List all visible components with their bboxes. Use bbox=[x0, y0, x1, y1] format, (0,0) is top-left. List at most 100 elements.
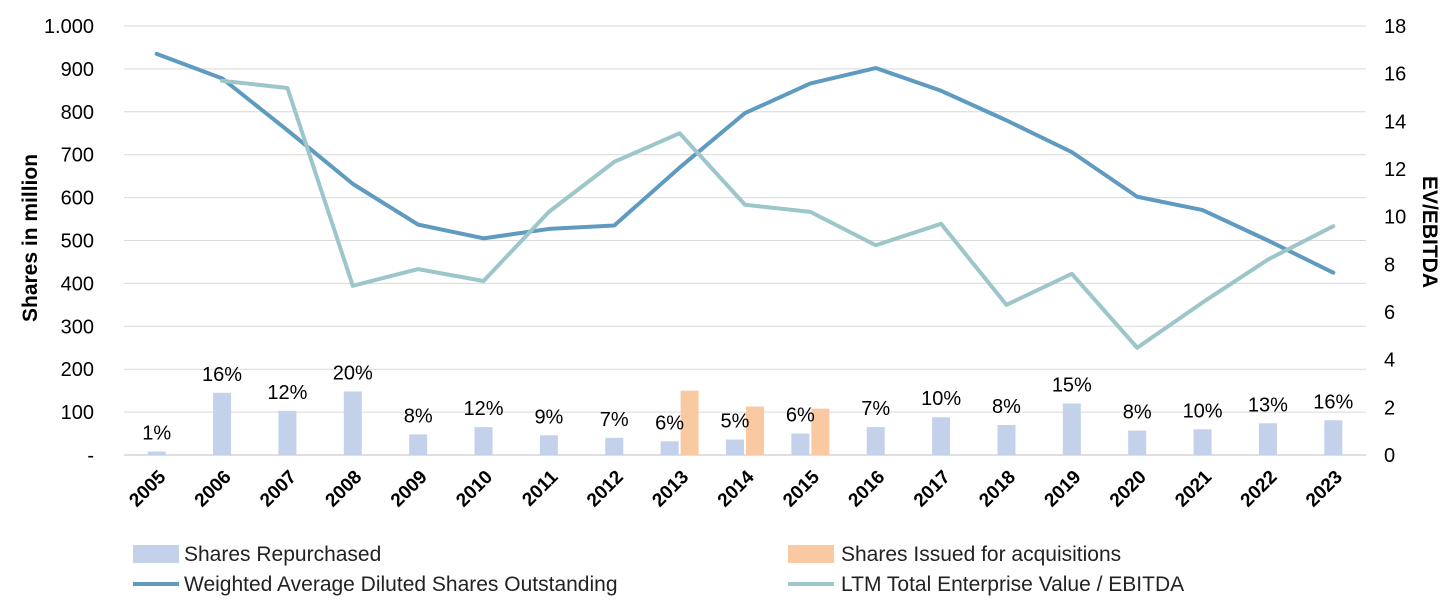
x-tick-label: 2017 bbox=[910, 467, 955, 512]
line-ev-ebitda bbox=[220, 78, 1336, 350]
left-tick-label: 300 bbox=[61, 316, 94, 338]
x-tick-label: 2022 bbox=[1237, 467, 1282, 512]
bar-shares-repurchased bbox=[474, 427, 493, 455]
x-tick-label: 2014 bbox=[714, 466, 759, 511]
bar-shares-repurchased bbox=[1128, 430, 1147, 455]
x-tick-label: 2010 bbox=[452, 467, 497, 512]
bar-shares-repurchased bbox=[605, 437, 624, 455]
legend-swatch-shares-issued bbox=[788, 545, 834, 563]
bar-shares-repurchased bbox=[932, 417, 951, 455]
left-tick-label: - bbox=[87, 445, 94, 467]
line-weighted-average-diluted-shares bbox=[154, 51, 1336, 275]
bar-shares-repurchased bbox=[278, 410, 297, 455]
bar-shares-repurchased bbox=[409, 434, 428, 455]
bar-data-label: 9% bbox=[534, 406, 563, 428]
bar-shares-repurchased bbox=[147, 451, 166, 455]
x-tick-label: 2005 bbox=[125, 466, 170, 511]
bar-data-label: 8% bbox=[1123, 402, 1152, 424]
x-tick-label: 2016 bbox=[845, 467, 890, 512]
right-tick-label: 18 bbox=[1384, 16, 1406, 38]
bar-shares-repurchased bbox=[343, 391, 362, 455]
right-tick-label: 4 bbox=[1384, 350, 1395, 372]
x-tick-label: 2008 bbox=[322, 467, 367, 512]
gridlines bbox=[124, 25, 1366, 456]
x-tick-label: 2018 bbox=[975, 467, 1020, 512]
bar-data-label: 6% bbox=[655, 412, 684, 434]
bar-data-label: 20% bbox=[333, 363, 373, 385]
x-tick-label: 2012 bbox=[583, 467, 628, 512]
right-tick-label: 12 bbox=[1384, 159, 1406, 181]
x-tick-label: 2015 bbox=[779, 466, 824, 511]
right-tick-label: 16 bbox=[1384, 64, 1406, 86]
right-tick-label: 8 bbox=[1384, 254, 1395, 276]
right-tick-label: 0 bbox=[1384, 445, 1395, 467]
left-tick-label: 900 bbox=[61, 59, 94, 81]
legend: Shares Repurchased Shares Issued for acq… bbox=[133, 543, 1184, 596]
bar-shares-repurchased bbox=[660, 441, 679, 455]
legend-label-shares-issued: Shares Issued for acquisitions bbox=[841, 543, 1121, 566]
x-tick-label: 2006 bbox=[191, 467, 236, 512]
left-tick-label: 600 bbox=[61, 188, 94, 210]
bar-data-label: 8% bbox=[992, 396, 1021, 418]
x-tick-label: 2009 bbox=[387, 467, 432, 512]
left-axis-ticks: - 100 200 300 400 500 600 700 800 900 1.000 bbox=[44, 16, 94, 467]
left-axis-title: Shares in million bbox=[19, 154, 42, 322]
bar-shares-repurchased bbox=[1062, 403, 1081, 455]
bar-shares-repurchased bbox=[726, 439, 744, 455]
x-tick-label: 2020 bbox=[1106, 467, 1151, 512]
right-tick-label: 14 bbox=[1384, 111, 1406, 133]
bar-data-label: 12% bbox=[267, 382, 307, 404]
bar-shares-issued bbox=[746, 406, 764, 455]
x-tick-label: 2013 bbox=[648, 467, 693, 512]
left-tick-label: 700 bbox=[61, 145, 94, 167]
legend-label-weighted-average: Weighted Average Diluted Shares Outstand… bbox=[184, 573, 618, 596]
x-tick-label: 2021 bbox=[1171, 466, 1216, 511]
bar-shares-issued bbox=[811, 408, 830, 455]
left-tick-label: 800 bbox=[61, 102, 94, 124]
bar-data-label: 10% bbox=[921, 388, 961, 410]
bar-data-label: 8% bbox=[404, 405, 433, 427]
bar-data-label: 16% bbox=[202, 364, 242, 386]
x-tick-label: 2007 bbox=[256, 467, 301, 512]
bar-shares-repurchased bbox=[539, 435, 558, 455]
bar-data-label: 5% bbox=[721, 411, 750, 433]
bar-data-label: 12% bbox=[464, 398, 504, 420]
bar-shares-repurchased bbox=[866, 427, 885, 455]
bar-shares-repurchased bbox=[997, 424, 1016, 455]
right-tick-label: 6 bbox=[1384, 302, 1395, 324]
bar-data-label: 6% bbox=[786, 405, 815, 427]
bar-data-label: 7% bbox=[861, 398, 890, 420]
left-tick-label: 200 bbox=[61, 359, 94, 381]
bar-shares-repurchased bbox=[1324, 420, 1343, 455]
bar-shares-repurchased bbox=[213, 392, 232, 455]
left-tick-label: 100 bbox=[61, 402, 94, 424]
bar-data-label: 1% bbox=[142, 423, 171, 445]
bar-data-label: 15% bbox=[1052, 375, 1092, 397]
x-tick-label: 2019 bbox=[1041, 467, 1086, 512]
x-tick-label: 2023 bbox=[1302, 467, 1347, 512]
legend-swatch-shares-repurchased bbox=[133, 545, 179, 563]
right-tick-label: 2 bbox=[1384, 397, 1395, 419]
legend-label-ev-ebitda: LTM Total Enterprise Value / EBITDA bbox=[841, 573, 1184, 596]
x-tick-label: 2011 bbox=[518, 466, 562, 510]
right-axis-title: EV/EBITDA bbox=[1418, 176, 1441, 288]
left-tick-label: 400 bbox=[61, 273, 94, 295]
right-axis-ticks: 0 2 4 6 8 10 12 14 16 18 bbox=[1384, 16, 1406, 467]
left-tick-label: 500 bbox=[61, 231, 94, 253]
line-layer bbox=[154, 51, 1336, 350]
bar-data-label: 16% bbox=[1313, 391, 1353, 413]
legend-label-shares-repurchased: Shares Repurchased bbox=[184, 543, 381, 566]
bar-shares-repurchased bbox=[1193, 429, 1212, 455]
bar-data-label: 10% bbox=[1183, 400, 1223, 422]
bar-shares-repurchased bbox=[1258, 423, 1277, 455]
bar-layer bbox=[147, 390, 1343, 455]
bar-shares-issued bbox=[680, 390, 699, 455]
left-tick-label: 1.000 bbox=[44, 16, 94, 38]
bar-shares-repurchased bbox=[791, 433, 810, 455]
right-tick-label: 10 bbox=[1384, 207, 1406, 229]
bar-label-layer: 1% 16% 12% 20% 8% 12% 9% 7% 6% 5% 6% 7% 10% 8% 15% 8% 10… bbox=[142, 363, 1353, 445]
bar-data-label: 13% bbox=[1248, 394, 1288, 416]
x-axis-ticks: 2005 2006 2007 2008 2009 2010 2011 2012 2013 2014… bbox=[125, 466, 1346, 511]
bar-data-label: 7% bbox=[600, 409, 629, 431]
